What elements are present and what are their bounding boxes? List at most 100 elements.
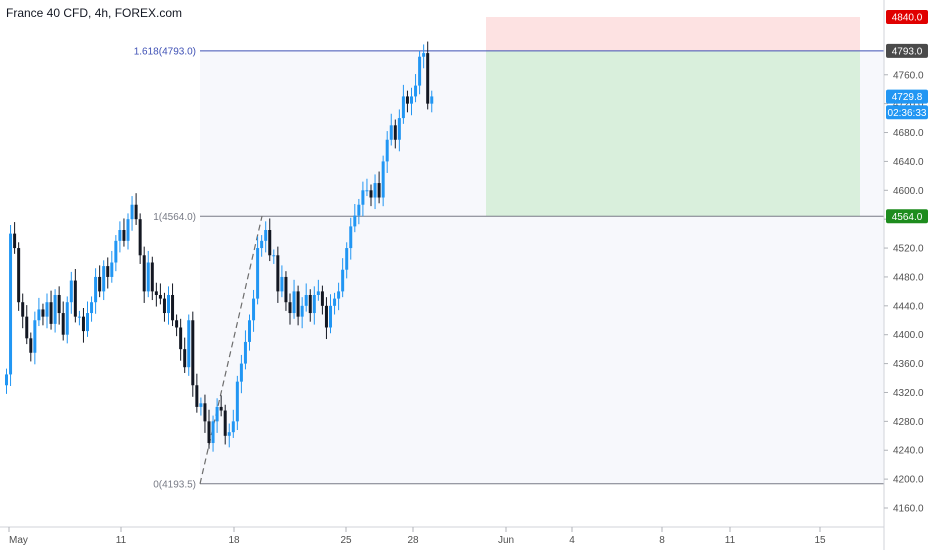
candle-body bbox=[231, 421, 235, 433]
candle-body bbox=[276, 255, 280, 292]
candle-body bbox=[272, 255, 276, 257]
candle-body bbox=[284, 276, 288, 303]
y-tick-label: 4440.0 bbox=[893, 301, 924, 312]
y-tick-label: 4480.0 bbox=[893, 272, 924, 283]
price-badge bbox=[886, 89, 928, 104]
y-tick-label: 4200.0 bbox=[893, 475, 924, 486]
candle-body bbox=[304, 294, 308, 306]
candle-body bbox=[45, 302, 49, 317]
candle-body bbox=[243, 341, 247, 364]
candle-body bbox=[260, 240, 264, 249]
candle-body bbox=[268, 230, 272, 256]
x-tick-label: 11 bbox=[725, 535, 736, 546]
price-badge-label: 4840.0 bbox=[892, 13, 923, 24]
candle-body bbox=[118, 230, 122, 241]
candle-body bbox=[414, 85, 418, 97]
take-profit-zone bbox=[486, 50, 860, 217]
candle-body bbox=[106, 266, 110, 277]
candle-body bbox=[264, 230, 268, 241]
candle-body bbox=[349, 226, 353, 249]
candle-body bbox=[256, 248, 260, 299]
candle-body bbox=[175, 320, 179, 328]
price-badge bbox=[886, 43, 928, 58]
price-badge-label: 4564.0 bbox=[892, 212, 923, 223]
candle-body bbox=[158, 294, 162, 299]
price-badge-label: 4793.0 bbox=[892, 46, 923, 57]
candle-body bbox=[110, 262, 114, 277]
candle-body bbox=[102, 266, 106, 292]
candle-body bbox=[410, 96, 413, 104]
candle-body bbox=[422, 53, 426, 57]
candle-body bbox=[361, 190, 365, 205]
candle-body bbox=[333, 298, 337, 306]
y-tick-label: 4360.0 bbox=[893, 359, 924, 370]
candle-body bbox=[61, 313, 65, 335]
candle-body bbox=[77, 316, 81, 318]
fib-level-label: 1.618(4793.0) bbox=[134, 46, 196, 57]
candle-body bbox=[393, 125, 397, 140]
x-tick-label: 11 bbox=[116, 535, 127, 546]
price-badge bbox=[886, 10, 928, 24]
candle-body bbox=[94, 276, 98, 303]
candle-body bbox=[138, 219, 142, 256]
candle-body bbox=[365, 190, 369, 192]
candle-body bbox=[130, 204, 134, 220]
price-badge bbox=[886, 105, 928, 120]
candle-body bbox=[381, 161, 385, 198]
candle-body bbox=[203, 403, 207, 422]
y-tick-label: 4680.0 bbox=[893, 128, 924, 139]
candle-body bbox=[57, 294, 61, 314]
candle-body bbox=[142, 255, 146, 292]
x-tick-label: 4 bbox=[569, 535, 575, 546]
candle-body bbox=[248, 320, 251, 342]
candle-body bbox=[353, 215, 357, 227]
candle-body bbox=[29, 338, 33, 353]
y-tick-label: 4720.0 bbox=[893, 99, 924, 110]
y-tick-label: 4520.0 bbox=[893, 244, 924, 255]
candle-body bbox=[17, 248, 21, 303]
y-tick-label: 4760.0 bbox=[893, 70, 924, 81]
candle-body bbox=[86, 313, 89, 332]
candle-body bbox=[337, 291, 341, 299]
candle-body bbox=[312, 294, 316, 314]
y-tick-label: 4400.0 bbox=[893, 330, 924, 341]
candle-body bbox=[171, 294, 175, 321]
candle-body bbox=[288, 302, 292, 314]
fib-level-label: 1(4564.0) bbox=[153, 212, 196, 223]
candle-body bbox=[405, 96, 409, 104]
x-tick-label: 18 bbox=[228, 535, 240, 546]
candle-body bbox=[65, 302, 69, 335]
candle-body bbox=[37, 309, 41, 321]
candle-body bbox=[296, 291, 300, 317]
candle-body bbox=[146, 262, 150, 292]
candle-body bbox=[373, 183, 377, 198]
candle-body bbox=[199, 403, 203, 407]
candle-body bbox=[385, 139, 389, 162]
candle-body bbox=[345, 248, 349, 270]
candle-body bbox=[252, 298, 256, 321]
stop-loss-zone bbox=[486, 17, 860, 51]
candle-body bbox=[215, 406, 219, 422]
candle-body bbox=[69, 280, 73, 303]
candle-body bbox=[162, 298, 166, 314]
candle-body bbox=[316, 291, 320, 295]
x-tick-label: 8 bbox=[659, 535, 665, 546]
candle-body bbox=[430, 96, 434, 104]
candle-body bbox=[389, 125, 393, 140]
candle-body bbox=[211, 421, 215, 444]
candle-body bbox=[126, 219, 130, 241]
candle-body bbox=[320, 291, 324, 306]
candle-body bbox=[41, 309, 45, 317]
fib-level-label: 0(4193.5) bbox=[153, 479, 196, 490]
candle-body bbox=[49, 302, 53, 324]
candle-body bbox=[324, 305, 328, 328]
candle-body bbox=[5, 374, 8, 386]
candle-body bbox=[235, 381, 239, 422]
price-badge-label: 4729.8 bbox=[892, 92, 923, 103]
y-tick-label: 4600.0 bbox=[893, 186, 924, 197]
candle-body bbox=[239, 363, 243, 382]
candle-body bbox=[377, 183, 381, 198]
x-tick-label: 25 bbox=[340, 535, 352, 546]
candle-body bbox=[191, 320, 195, 386]
